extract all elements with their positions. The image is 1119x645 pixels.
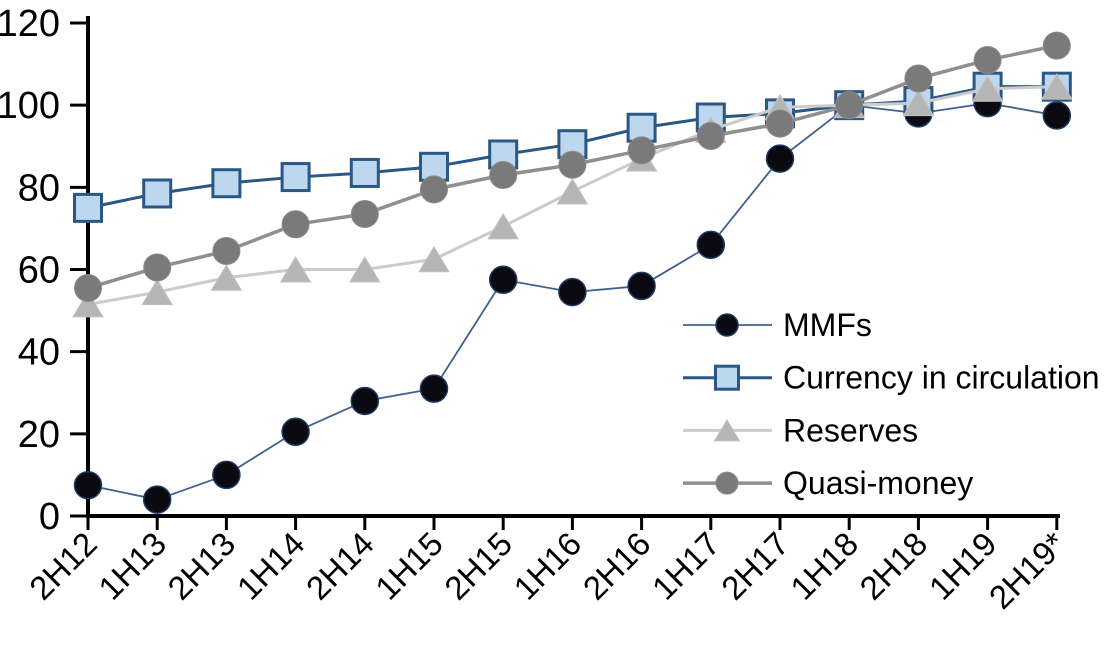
- marker-mmfs-1h14: [281, 417, 310, 447]
- y-tick-label-40: 40: [18, 332, 60, 374]
- legend-swatch-quasi-money: [715, 471, 739, 495]
- marker-mmfs-2h19: [1042, 101, 1072, 130]
- marker-quasi-money-2h16: [627, 136, 656, 165]
- legend-item-currency-in-circulation: Currency in circulation: [683, 360, 1100, 396]
- marker-mmfs-2h12: [73, 470, 103, 500]
- marker-quasi-money-1h19: [973, 45, 1002, 74]
- x-tick-label-1h18: 1H18: [783, 525, 865, 607]
- x-tick-label-2h12: 2H12: [22, 525, 104, 607]
- marker-reserves-1h15: [418, 245, 450, 273]
- marker-reserves-2h15: [487, 212, 520, 240]
- legend-swatch-reserves: [713, 418, 741, 442]
- x-tick-label-2h19: 2H19*: [982, 525, 1073, 616]
- series-mmfs: [73, 88, 1072, 514]
- legend-label-reserves: Reserves: [783, 412, 918, 448]
- y-tick-label-80: 80: [18, 167, 60, 209]
- x-tick-label-2h16: 2H16: [576, 525, 658, 607]
- x-tick-label-1h17: 1H17: [645, 525, 727, 607]
- marker-mmfs-1h16: [558, 277, 587, 307]
- y-tick-label-100: 100: [0, 85, 60, 127]
- x-tick-label-1h16: 1H16: [506, 525, 588, 607]
- marker-quasi-money-1h14: [281, 210, 310, 239]
- marker-quasi-money-1h17: [696, 121, 725, 150]
- marker-quasi-money-2h15: [489, 161, 518, 190]
- legend-label-currency-in-circulation: Currency in circulation: [783, 360, 1100, 396]
- x-tick-label-2h15: 2H15: [437, 525, 519, 607]
- marker-mmfs-1h13: [142, 485, 172, 514]
- x-tick-label-2h13: 2H13: [160, 525, 242, 607]
- marker-reserves-2h13: [210, 264, 243, 291]
- marker-reserves-2h14: [348, 256, 381, 283]
- marker-mmfs-2h13: [212, 460, 241, 490]
- marker-reserves-2h19: [1040, 73, 1073, 100]
- marker-mmfs-1h15: [419, 374, 449, 403]
- legend-swatch-mmfs: [715, 313, 739, 337]
- marker-reserves-1h19: [971, 75, 1004, 102]
- marker-quasi-money-2h12: [74, 273, 102, 302]
- marker-quasi-money-1h18: [835, 91, 864, 120]
- marker-quasi-money-2h19: [1042, 31, 1071, 60]
- x-tick-label-1h15: 1H15: [368, 525, 450, 607]
- marker-quasi-money-1h15: [420, 175, 448, 204]
- marker-mmfs-1h17: [696, 230, 726, 260]
- x-tick-label-2h14: 2H14: [299, 525, 381, 607]
- x-tick-label-1h13: 1H13: [91, 525, 173, 607]
- marker-currency-in-circulation-2h12: [73, 192, 103, 223]
- y-tick-label-20: 20: [18, 414, 60, 456]
- marker-currency-in-circulation-2h14: [349, 157, 380, 188]
- marker-quasi-money-2h14: [350, 200, 379, 229]
- x-tick-label-2h18: 2H18: [852, 525, 934, 607]
- legend-item-mmfs: MMFs: [683, 307, 872, 343]
- y-tick-label-60: 60: [18, 250, 60, 292]
- marker-reserves-1h13: [141, 278, 174, 306]
- legend-label-mmfs: MMFs: [783, 307, 872, 343]
- marker-reserves-2h12: [72, 290, 104, 318]
- legend-label-quasi-money: Quasi-money: [783, 465, 973, 501]
- marker-currency-in-circulation-2h13: [211, 168, 242, 199]
- marker-quasi-money-2h17: [766, 109, 794, 138]
- marker-currency-in-circulation-1h13: [142, 178, 173, 209]
- legend-swatch-currency-in-circulation: [714, 364, 740, 391]
- marker-quasi-money-2h13: [212, 237, 241, 266]
- marker-mmfs-2h14: [350, 386, 380, 416]
- marker-mmfs-2h15: [488, 265, 518, 295]
- marker-reserves-1h16: [556, 177, 589, 205]
- marker-currency-in-circulation-1h14: [280, 162, 311, 193]
- x-tick-label-2h17: 2H17: [714, 525, 796, 607]
- marker-quasi-money-1h16: [558, 150, 587, 179]
- marker-reserves-2h18: [902, 89, 935, 117]
- marker-mmfs-2h16: [627, 271, 656, 301]
- legend-item-reserves: Reserves: [683, 412, 918, 448]
- x-tick-label-1h14: 1H14: [230, 525, 312, 607]
- marker-quasi-money-1h13: [143, 253, 172, 282]
- y-tick-label-120: 120: [0, 3, 60, 45]
- marker-mmfs-2h17: [765, 144, 795, 173]
- legend-item-quasi-money: Quasi-money: [683, 465, 973, 501]
- series-quasi-money: [74, 31, 1071, 302]
- marker-reserves-1h14: [279, 256, 312, 283]
- marker-quasi-money-2h18: [904, 64, 933, 93]
- series-reserves: [72, 73, 1073, 318]
- y-tick-label-0: 0: [39, 496, 60, 538]
